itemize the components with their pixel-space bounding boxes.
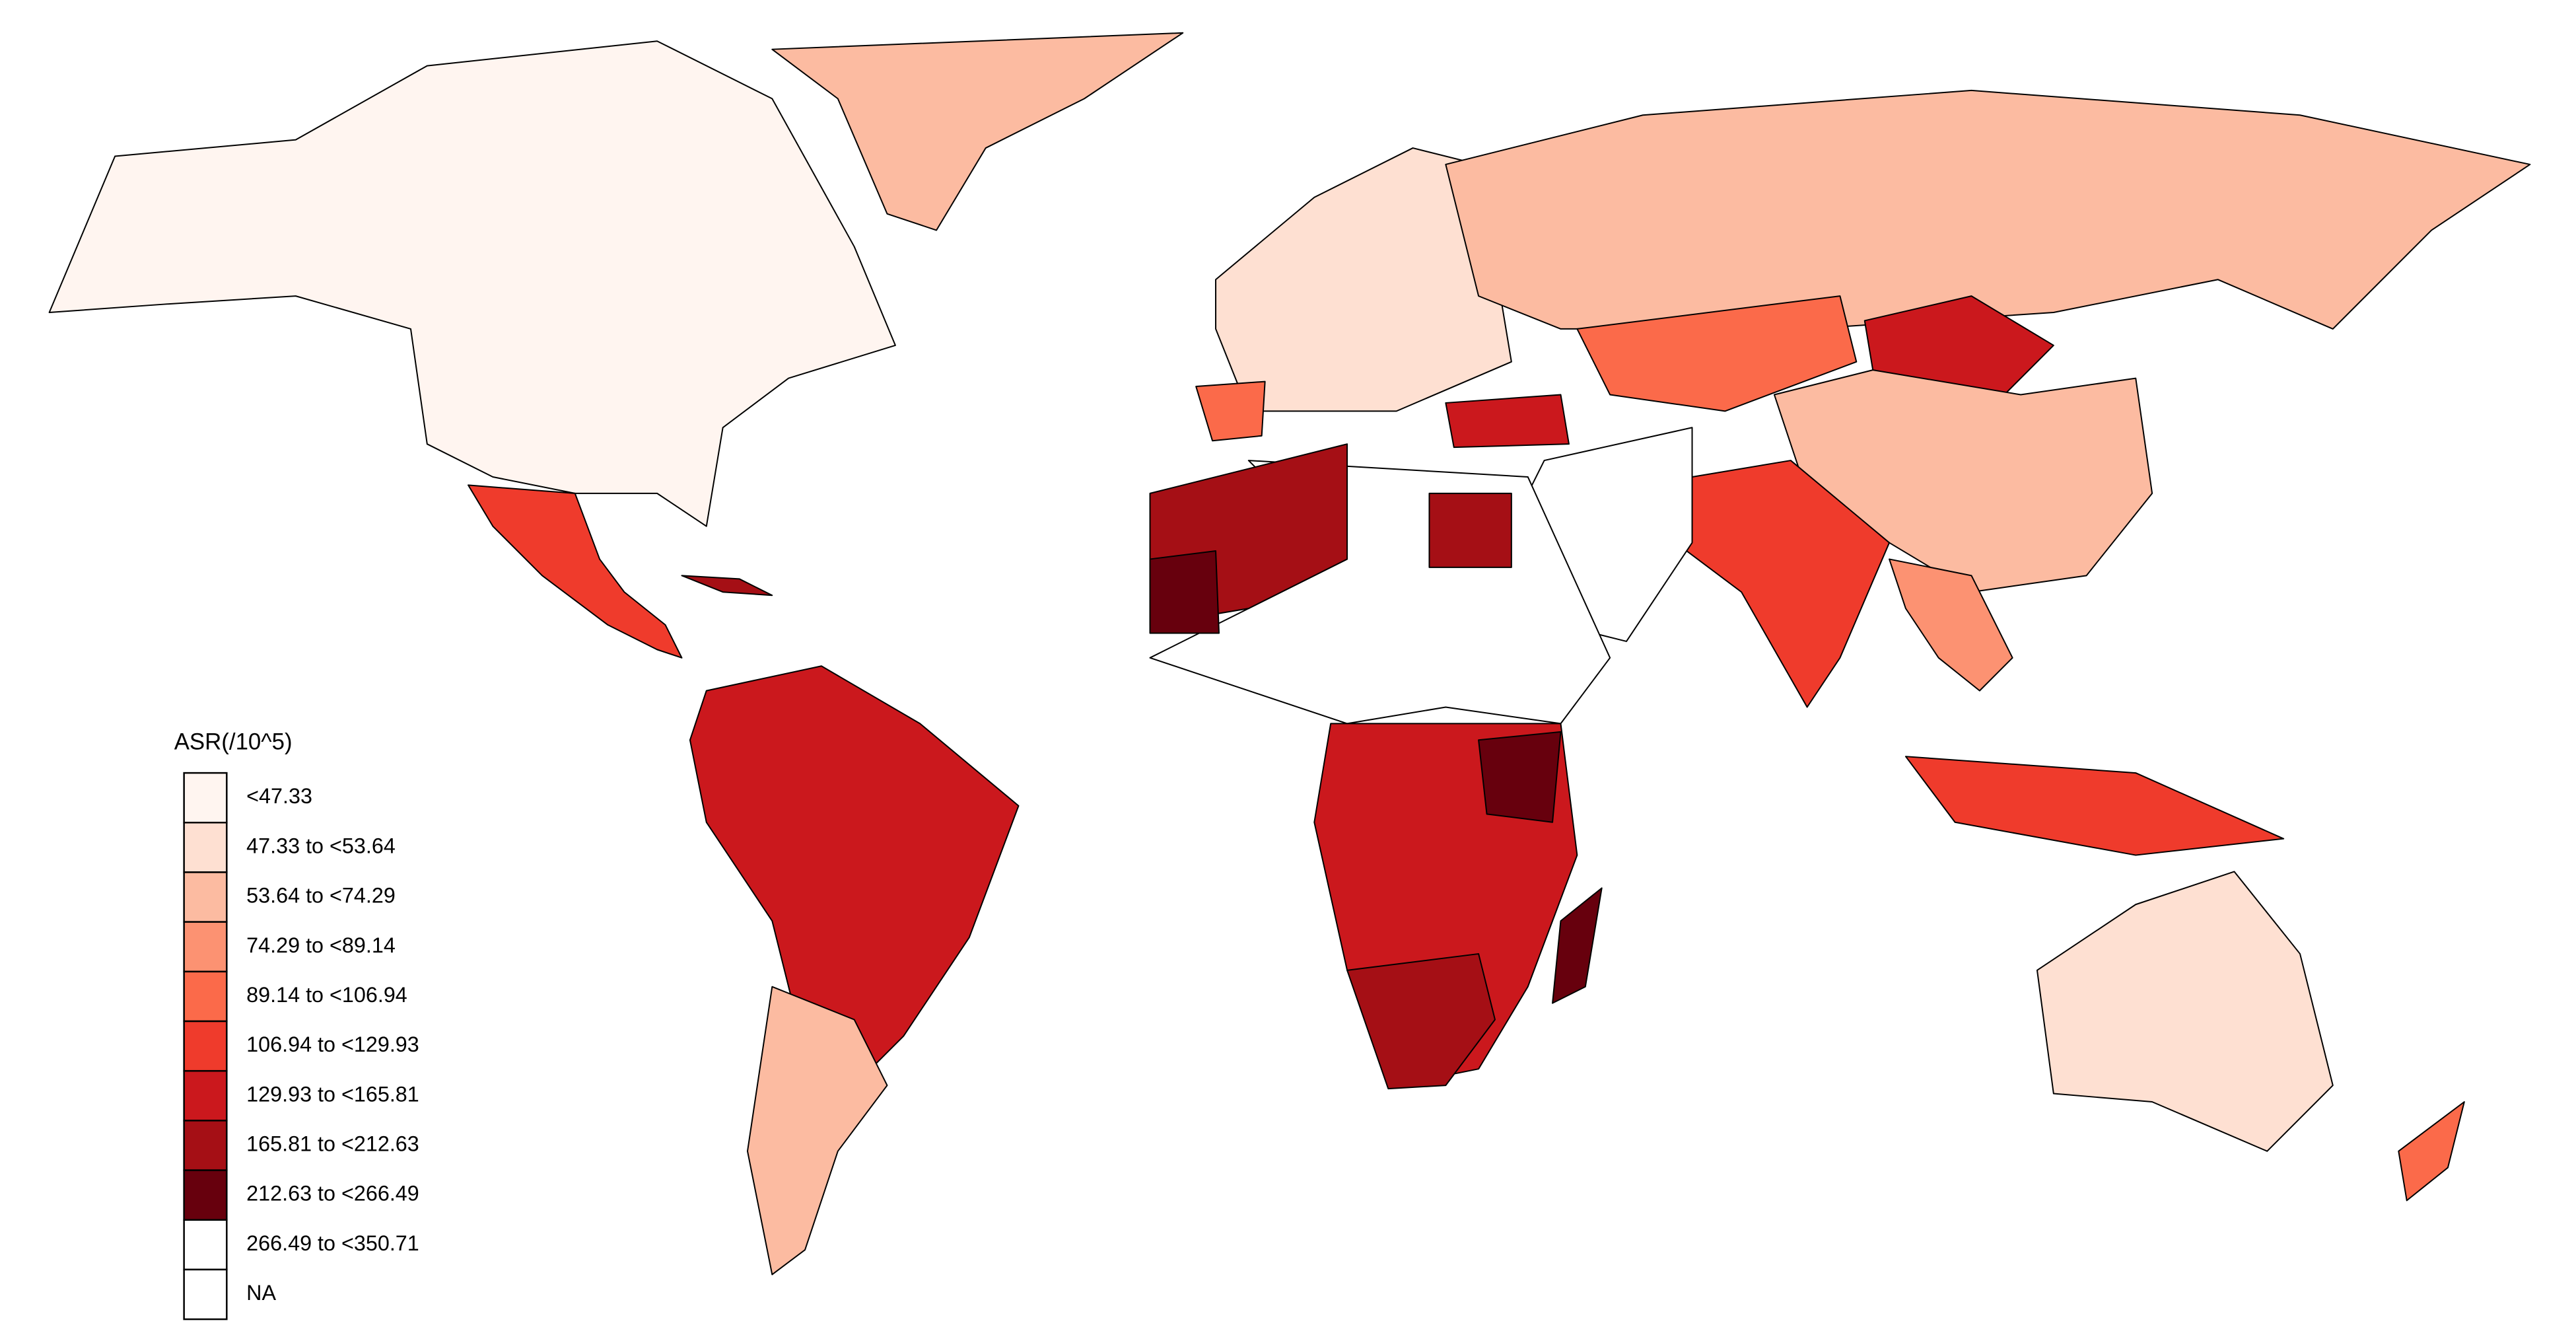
legend-label: 212.63 to <266.49: [246, 1182, 419, 1206]
legend-swatch: [183, 1219, 228, 1271]
southern-cone: [746, 986, 888, 1276]
legend: <47.33 47.33 to <53.64 53.64 to <74.29 74.2…: [183, 772, 419, 1320]
australia: [2036, 871, 2334, 1152]
turkey: [1445, 394, 1570, 449]
legend-label: 165.81 to <212.63: [246, 1132, 419, 1156]
mongolia: [1863, 295, 2054, 396]
legend-swatch: [183, 772, 228, 824]
new-zealand: [2398, 1101, 2465, 1202]
central-america: [468, 484, 683, 659]
southern-africa: [1346, 953, 1496, 1090]
legend-swatch: [183, 970, 228, 1023]
legend-swatch: [183, 1020, 228, 1072]
legend-label: 89.14 to <106.94: [246, 983, 407, 1007]
greenland: [771, 32, 1184, 231]
east-africa: [1478, 731, 1562, 823]
legend-swatch: [183, 1169, 228, 1221]
legend-label: 129.93 to <165.81: [246, 1082, 419, 1106]
legend-swatch: [183, 871, 228, 923]
iberia: [1195, 380, 1266, 442]
legend-label: <47.33: [246, 784, 312, 808]
legend-label: NA: [246, 1281, 276, 1305]
southeast-asia: [1889, 558, 2013, 692]
kazakhstan: [1576, 295, 1858, 412]
legend-label: 53.64 to <74.29: [246, 884, 396, 908]
north-america: [48, 40, 896, 527]
indonesia: [1904, 756, 2285, 856]
legend-swatch: [183, 822, 228, 873]
europe: [1215, 147, 1512, 412]
legend-swatch: [183, 921, 228, 973]
egypt: [1428, 492, 1512, 568]
legend-swatch: [183, 1120, 228, 1171]
legend-swatch: [183, 1069, 228, 1122]
cuba: [681, 575, 773, 596]
west-sahara: [1149, 550, 1220, 634]
south-america: [689, 665, 1020, 1087]
russia: [1445, 89, 2531, 330]
legend-label: 106.94 to <129.93: [246, 1032, 419, 1056]
legend-swatch: [183, 1268, 228, 1320]
world-map: [48, 32, 2531, 1276]
legend-label: 47.33 to <53.64: [246, 834, 396, 857]
legend-title: ASR(/10^5): [174, 729, 293, 754]
legend-label: 266.49 to <350.71: [246, 1231, 419, 1255]
madagascar: [1552, 887, 1603, 1004]
legend-label: 74.29 to <89.14: [246, 933, 396, 957]
